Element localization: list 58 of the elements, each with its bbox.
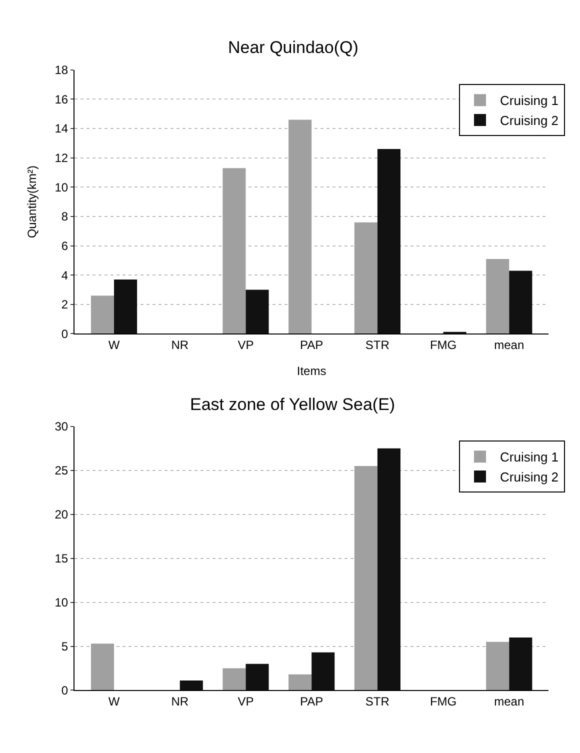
y-tick-label: 25: [54, 464, 68, 478]
y-tick-label: 5: [61, 639, 68, 654]
x-tick-label: STR: [365, 694, 390, 709]
bar: [288, 120, 312, 334]
y-tick-label: 6: [61, 238, 68, 253]
bar: [90, 296, 114, 334]
bar: [486, 642, 510, 690]
legend-label: Cruising 1: [500, 93, 559, 108]
x-tick-label: mean: [494, 694, 524, 709]
bar: [312, 652, 335, 690]
y-tick-label: 2: [61, 298, 68, 312]
bar: [114, 279, 138, 334]
y-tick-label: 8: [61, 210, 68, 224]
x-tick-label: FMG: [430, 694, 457, 709]
y-tick-label: 15: [54, 552, 68, 566]
bar: [354, 222, 378, 334]
x-tick-label: VP: [238, 338, 254, 352]
bar: [288, 674, 312, 690]
x-tick-label: PAP: [300, 694, 324, 709]
bar: [509, 637, 532, 690]
x-tick-label: NR: [171, 338, 189, 352]
x-tick-label: mean: [494, 338, 524, 352]
legend-label: Cruising 1: [500, 450, 559, 465]
legend-label: Cruising 2: [500, 113, 559, 128]
x-tick-label: STR: [365, 338, 390, 352]
y-tick-label: 4: [61, 268, 68, 282]
bar: [246, 664, 269, 690]
bar: [486, 258, 510, 334]
x-tick-label: W: [108, 338, 120, 352]
chart-title: Near Quindao(Q): [228, 38, 358, 57]
y-tick-label: 12: [54, 151, 68, 166]
x-tick-label: PAP: [300, 338, 324, 352]
y-tick-label: 14: [54, 122, 68, 136]
bar: [377, 149, 400, 334]
y-tick-label: 10: [54, 595, 68, 610]
bar: [354, 466, 378, 690]
bar: [509, 270, 532, 334]
bar: [180, 680, 203, 690]
bar: [377, 448, 400, 690]
y-tick-label: 16: [54, 92, 68, 106]
x-tick-label: VP: [238, 694, 254, 709]
bar: [90, 644, 114, 690]
y-tick-label: 18: [54, 63, 68, 78]
y-axis-title: Quantity(km²): [25, 165, 40, 238]
chart-title: East zone of Yellow Sea(E): [190, 395, 396, 414]
y-tick-label: 10: [54, 180, 68, 194]
legend-label: Cruising 2: [500, 470, 559, 485]
x-tick-label: NR: [171, 694, 189, 709]
bar: [222, 668, 246, 690]
x-tick-label: W: [108, 694, 120, 709]
x-tick-label: FMG: [430, 338, 457, 352]
bar: [246, 290, 269, 334]
y-tick-label: 30: [54, 420, 68, 434]
bar: [222, 168, 246, 334]
y-tick-label: 0: [61, 683, 68, 698]
y-tick-label: 0: [61, 326, 68, 341]
y-tick-label: 20: [54, 508, 68, 522]
x-axis-title: Items: [296, 364, 326, 378]
